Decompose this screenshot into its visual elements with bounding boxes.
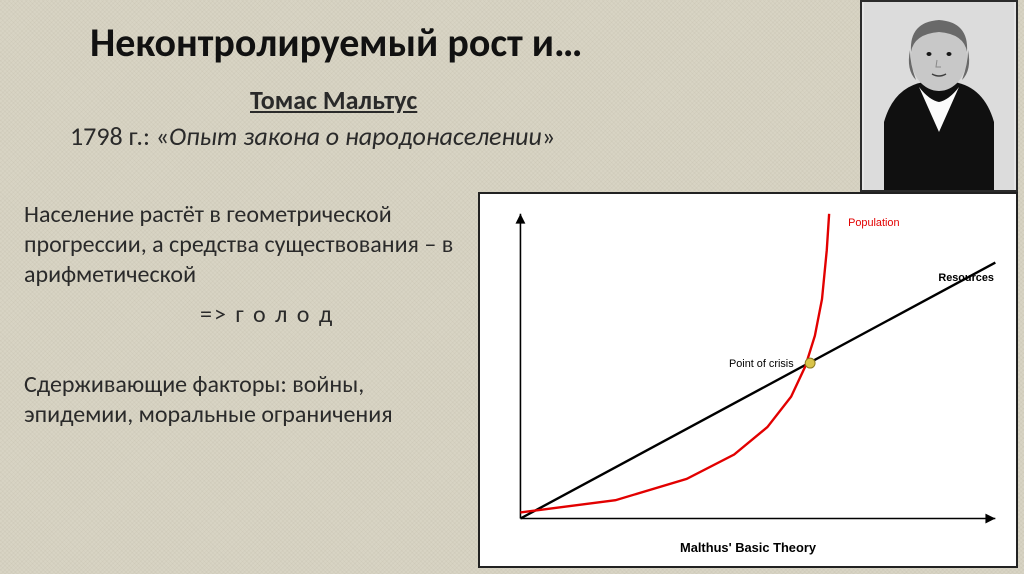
portrait-image: [860, 0, 1018, 192]
year-suffix: »: [542, 120, 555, 152]
work-title: Опыт закона о народонаселении: [169, 120, 542, 152]
slide: Неконтролируемый рост и… Томас Мальтус 1…: [0, 0, 1024, 574]
slide-title: Неконтролируемый рост и…: [90, 18, 582, 67]
svg-text:Point of crisis: Point of crisis: [729, 358, 794, 370]
factors-text: Сдерживающие факторы: войны, эпидемии, м…: [24, 370, 454, 430]
svg-text:Population: Population: [848, 217, 899, 229]
year-prefix: 1798 г.: «: [70, 120, 169, 152]
thesis-text: Население растёт в геометрической прогре…: [24, 200, 474, 290]
svg-text:Malthus' Basic Theory: Malthus' Basic Theory: [680, 540, 817, 555]
author-name: Томас Мальтус: [250, 84, 417, 116]
work-citation: 1798 г.: «Опыт закона о народонаселении»: [70, 120, 555, 152]
implication-text: => г о л о д: [200, 300, 334, 329]
malthus-chart: Population Resources Point of crisis Malthu…: [478, 192, 1018, 568]
svg-text:Resources: Resources: [938, 272, 994, 284]
